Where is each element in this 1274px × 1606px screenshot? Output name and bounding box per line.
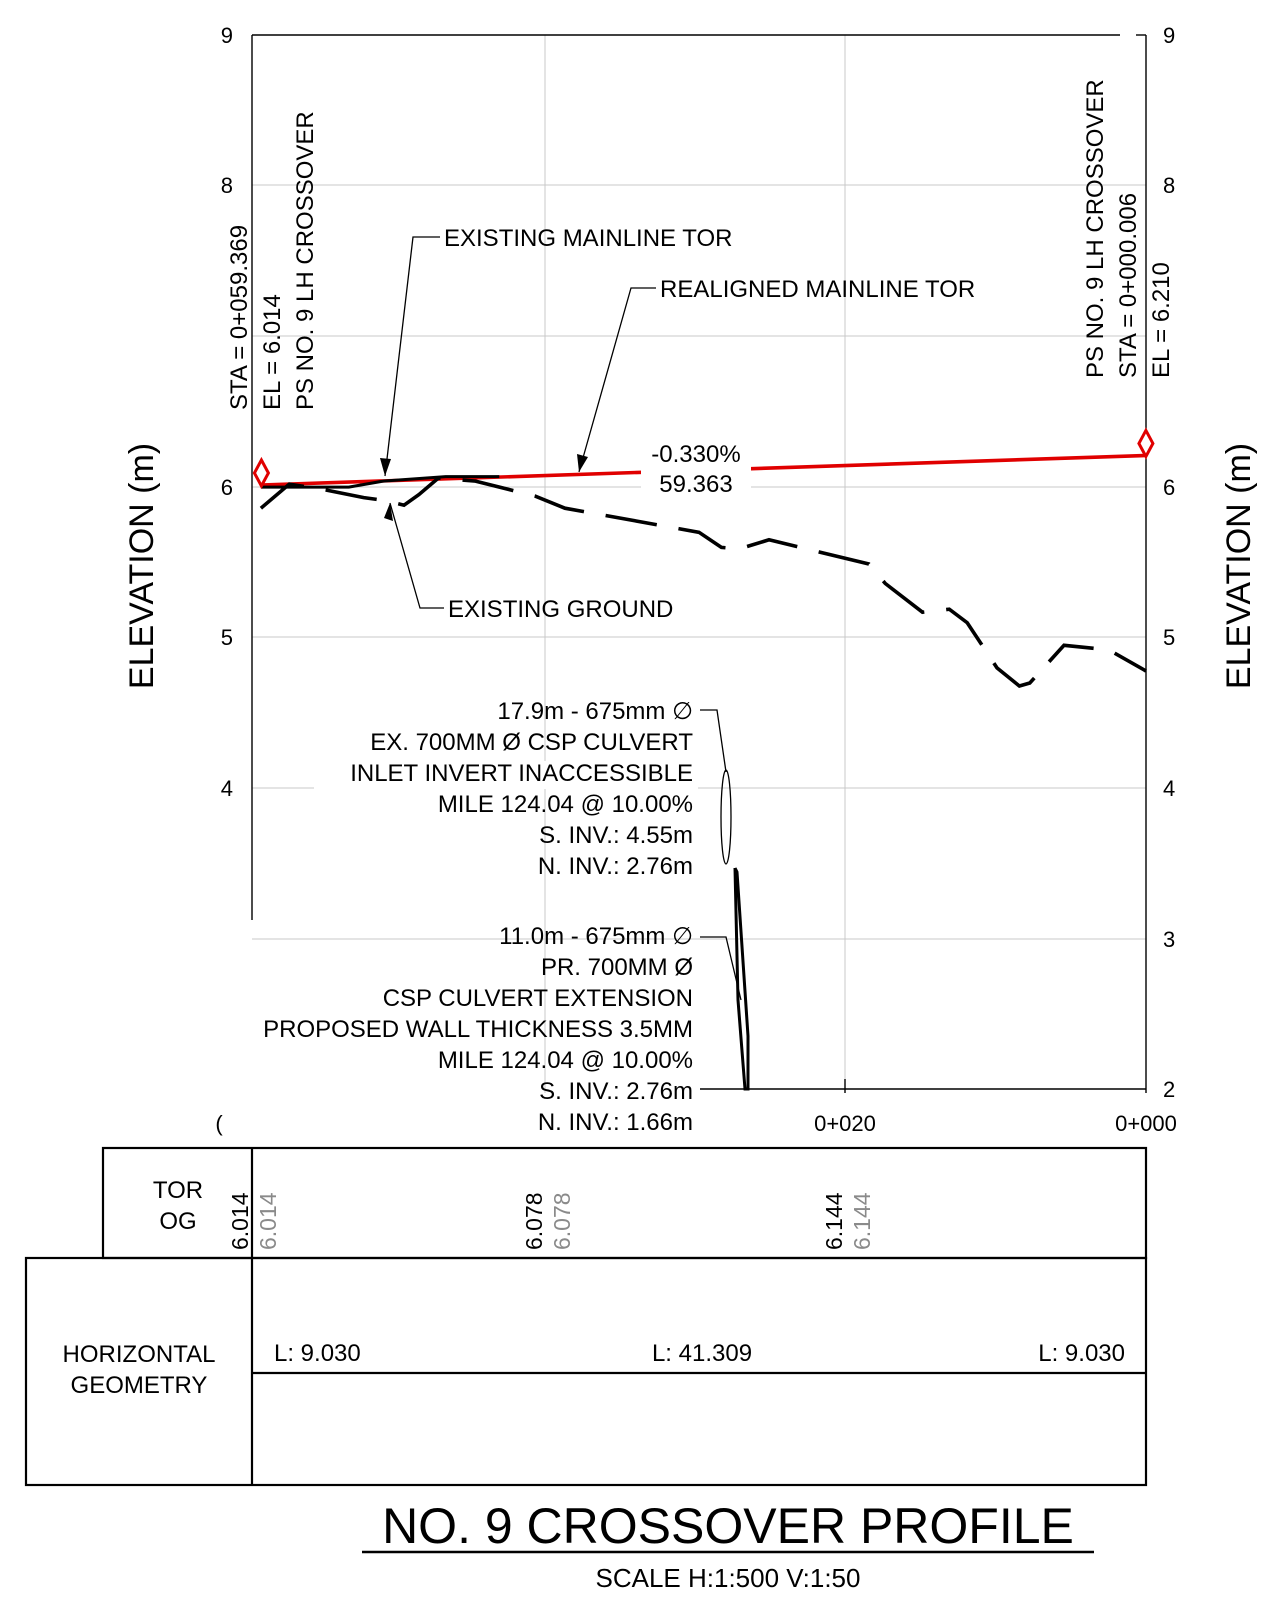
existing-tor-label: EXISTING MAINLINE TOR xyxy=(444,225,733,252)
chart-title: NO. 9 CROSSOVER PROFILE xyxy=(382,1498,1074,1554)
existing-ground-label: EXISTING GROUND xyxy=(448,596,673,623)
x-tick-start: ( xyxy=(215,1111,223,1136)
y-tick-left-4: 4 xyxy=(221,776,233,801)
x-tick-0-020: 0+020 xyxy=(814,1111,876,1136)
culvert-proposed-line-1: 11.0m - 675mm ∅ xyxy=(499,923,693,950)
arrowhead-existing-ground xyxy=(384,503,393,521)
band-og-value-1: 6.014 xyxy=(255,1192,281,1250)
geometry-label-line-1: HORIZONTAL xyxy=(63,1341,216,1368)
arrowhead-realigned-tor xyxy=(577,454,588,472)
geometry-label-line-2: GEOMETRY xyxy=(71,1372,208,1399)
axis-ticks: 9 8 6 5 4 9 8 6 5 4 3 2 ( 0+020 0+000 xyxy=(215,23,1177,1136)
y-tick-right-5: 5 xyxy=(1163,625,1175,650)
band-og-value-2: 6.078 xyxy=(549,1192,575,1250)
leader-existing-ground xyxy=(389,502,444,609)
y-axis-title-right: ELEVATION (m) xyxy=(1220,443,1258,689)
geometry-band-frame xyxy=(24,1256,1148,1487)
y-axis-title-left: ELEVATION (m) xyxy=(123,443,161,689)
culvert-existing-line-4: MILE 124.04 @ 10.00% xyxy=(438,791,693,818)
culvert-proposed-line-5: MILE 124.04 @ 10.00% xyxy=(438,1047,693,1074)
geometry-segment-2: L: 41.309 xyxy=(652,1340,752,1367)
end-station-labels: PS NO. 9 LH CROSSOVER STA = 0+000.006 EL… xyxy=(1082,79,1175,378)
geometry-segment-1: L: 9.030 xyxy=(274,1340,361,1367)
culvert-existing-text: 17.9m - 675mm ∅ EX. 700MM Ø CSP CULVERT … xyxy=(314,698,698,880)
end-marker-diamond xyxy=(1137,427,1155,460)
culvert-existing-line-3: INLET INVERT INACCESSIBLE xyxy=(350,760,693,787)
culvert-proposed-line-7: N. INV.: 1.66m xyxy=(538,1109,693,1136)
start-station-labels: STA = 0+059.369 EL = 6.014 PS NO. 9 LH C… xyxy=(226,111,319,410)
band-tor-value-1: 6.014 xyxy=(227,1192,253,1250)
y-tick-left-8: 8 xyxy=(221,173,233,198)
callout-realigned-tor: REALIGNED MAINLINE TOR xyxy=(577,276,975,473)
leader-existing-tor xyxy=(384,236,440,477)
y-tick-right-2: 2 xyxy=(1163,1077,1175,1102)
grade-label: -0.330% xyxy=(651,441,740,468)
start-el-label: EL = 6.014 xyxy=(259,294,286,410)
x-tick-0-000: 0+000 xyxy=(1115,1111,1177,1136)
plot-frame xyxy=(251,34,1147,1093)
culvert-existing-mask xyxy=(314,761,698,789)
realigned-tor-label: REALIGNED MAINLINE TOR xyxy=(660,276,975,303)
grid xyxy=(252,35,1146,1093)
band-tor-value-2: 6.078 xyxy=(521,1192,547,1250)
leader-realigned-tor xyxy=(578,287,656,473)
end-sta-label: STA = 0+000.006 xyxy=(1115,193,1142,378)
grade-label-mask xyxy=(641,437,751,495)
start-sta-label: STA = 0+059.369 xyxy=(226,225,253,410)
y-tick-right-4: 4 xyxy=(1163,776,1175,801)
culvert-existing-line-5: S. INV.: 4.55m xyxy=(539,822,693,849)
y-tick-right-9: 9 xyxy=(1163,23,1175,48)
culvert-proposed-line-6: S. INV.: 2.76m xyxy=(539,1078,693,1105)
chart-subtitle: SCALE H:1:500 V:1:50 xyxy=(596,1563,861,1593)
existing-ground-line xyxy=(259,476,1147,688)
grade-annotation: -0.330% 59.363 xyxy=(641,437,751,498)
culvert-proposed-text: 11.0m - 675mm ∅ PR. 700MM Ø CSP CULVERT … xyxy=(263,923,693,1136)
leader-culvert-existing xyxy=(700,709,727,773)
end-el-label: EL = 6.210 xyxy=(1148,262,1175,378)
y-tick-right-8: 8 xyxy=(1163,173,1175,198)
band-label-og: OG xyxy=(159,1208,196,1235)
culvert-existing-line-1: 17.9m - 675mm ∅ xyxy=(497,698,693,725)
grade-length-label: 59.363 xyxy=(659,471,732,498)
band-label-tor: TOR xyxy=(153,1177,203,1204)
y-tick-left-5: 5 xyxy=(221,625,233,650)
culvert-existing-ellipse xyxy=(720,769,732,865)
geometry-segment-3: L: 9.030 xyxy=(1038,1340,1125,1367)
culvert-existing-line-6: N. INV.: 2.76m xyxy=(538,853,693,880)
culvert-graphics xyxy=(700,709,750,1091)
band-tor-value-3: 6.144 xyxy=(821,1192,847,1250)
end-name-label: PS NO. 9 LH CROSSOVER xyxy=(1082,79,1109,378)
leader-culvert-proposed xyxy=(700,936,742,1001)
band-og-value-3: 6.144 xyxy=(849,1192,875,1250)
y-tick-right-3: 3 xyxy=(1163,927,1175,952)
culvert-existing-line-2: EX. 700MM Ø CSP CULVERT xyxy=(370,729,693,756)
culvert-proposed-trace xyxy=(733,867,750,1091)
existing-tor-line xyxy=(260,475,500,489)
culvert-proposed-line-2: PR. 700MM Ø xyxy=(541,954,693,981)
culvert-proposed-line-3: CSP CULVERT EXTENSION xyxy=(383,985,693,1012)
y-tick-right-6: 6 xyxy=(1163,475,1175,500)
y-tick-left-6: 6 xyxy=(221,475,233,500)
start-marker-diamond xyxy=(252,456,271,490)
horizontal-geometry-band: HORIZONTAL GEOMETRY L: 9.030 L: 41.309 L… xyxy=(24,1256,1148,1487)
callout-existing-ground: EXISTING GROUND xyxy=(384,502,673,623)
arrowhead-existing-tor xyxy=(380,458,391,476)
elevation-band: TOR OG 6.014 6.014 6.078 6.078 6.144 6.1… xyxy=(101,1146,1148,1260)
y-tick-left-9: 9 xyxy=(221,23,233,48)
callout-existing-tor: EXISTING MAINLINE TOR xyxy=(380,225,733,477)
culvert-proposed-line-4: PROPOSED WALL THICKNESS 3.5MM xyxy=(263,1016,693,1043)
start-name-label: PS NO. 9 LH CROSSOVER xyxy=(292,111,319,410)
